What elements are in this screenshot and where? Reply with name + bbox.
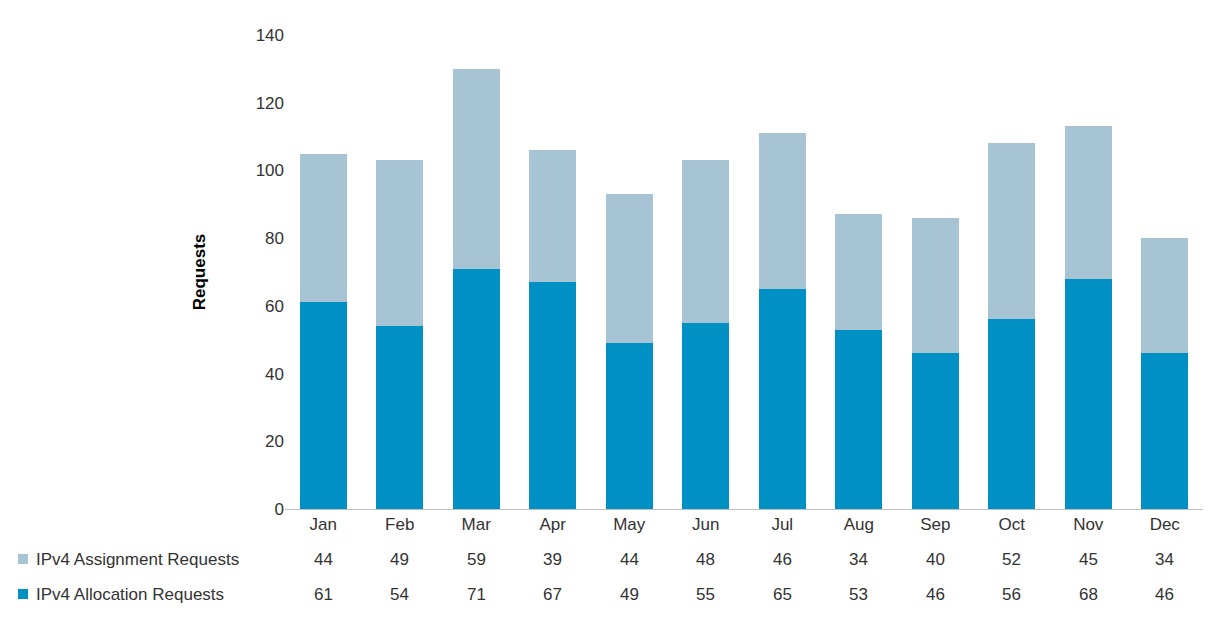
svg-text:34: 34 <box>1155 550 1174 569</box>
svg-text:Requests: Requests <box>190 234 209 311</box>
svg-text:Feb: Feb <box>385 515 414 534</box>
svg-text:40: 40 <box>265 365 284 384</box>
svg-text:34: 34 <box>849 550 868 569</box>
svg-text:140: 140 <box>256 26 284 45</box>
svg-text:67: 67 <box>543 585 562 604</box>
svg-text:Jan: Jan <box>310 515 337 534</box>
svg-text:45: 45 <box>1079 550 1098 569</box>
svg-text:44: 44 <box>620 550 639 569</box>
svg-text:Nov: Nov <box>1073 515 1104 534</box>
svg-text:IPv4 Allocation Requests: IPv4 Allocation Requests <box>36 585 224 604</box>
svg-text:0: 0 <box>275 500 284 519</box>
svg-text:120: 120 <box>256 94 284 113</box>
svg-text:Dec: Dec <box>1150 515 1181 534</box>
svg-text:65: 65 <box>773 585 792 604</box>
svg-text:80: 80 <box>265 229 284 248</box>
svg-text:52: 52 <box>1002 550 1021 569</box>
svg-text:71: 71 <box>467 585 486 604</box>
svg-text:May: May <box>613 515 646 534</box>
svg-text:46: 46 <box>1155 585 1174 604</box>
svg-text:40: 40 <box>926 550 945 569</box>
svg-text:Apr: Apr <box>540 515 567 534</box>
svg-text:54: 54 <box>390 585 409 604</box>
svg-text:Aug: Aug <box>844 515 874 534</box>
svg-text:55: 55 <box>696 585 715 604</box>
svg-text:68: 68 <box>1079 585 1098 604</box>
svg-text:61: 61 <box>314 585 333 604</box>
svg-text:49: 49 <box>390 550 409 569</box>
svg-text:Mar: Mar <box>462 515 492 534</box>
svg-text:49: 49 <box>620 585 639 604</box>
svg-text:IPv4 Assignment Requests: IPv4 Assignment Requests <box>36 550 239 569</box>
svg-text:Oct: Oct <box>999 515 1026 534</box>
svg-text:46: 46 <box>773 550 792 569</box>
svg-text:59: 59 <box>467 550 486 569</box>
svg-text:Jun: Jun <box>692 515 719 534</box>
svg-text:Jul: Jul <box>771 515 793 534</box>
svg-text:56: 56 <box>1002 585 1021 604</box>
svg-text:46: 46 <box>926 585 945 604</box>
svg-text:100: 100 <box>256 161 284 180</box>
svg-text:20: 20 <box>265 432 284 451</box>
svg-text:53: 53 <box>849 585 868 604</box>
svg-text:48: 48 <box>696 550 715 569</box>
svg-text:39: 39 <box>543 550 562 569</box>
svg-text:60: 60 <box>265 297 284 316</box>
svg-text:Sep: Sep <box>920 515 950 534</box>
svg-text:44: 44 <box>314 550 333 569</box>
